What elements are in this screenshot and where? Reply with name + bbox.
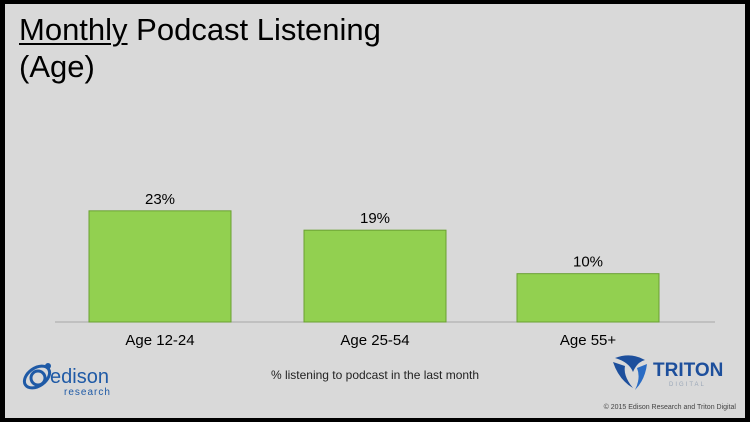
bar-2 — [303, 229, 447, 323]
title-underlined-word: Monthly — [19, 12, 128, 47]
slide-title: Monthly Podcast Listening (Age) — [19, 11, 381, 85]
bar-chart: 23% Age 12-24 19% Age 25-54 10% Age 55+ — [55, 191, 715, 349]
category-label-2: Age 25-54 — [340, 332, 409, 349]
category-label-3: Age 55+ — [560, 332, 617, 349]
triton-logo-name: TRITON — [653, 360, 723, 381]
category-label-1: Age 12-24 — [125, 332, 194, 349]
triton-swirl-logo-icon — [613, 355, 647, 390]
bar-1 — [88, 210, 232, 323]
edison-orbit-logo-icon — [22, 363, 52, 390]
edison-logo-name: edison — [50, 366, 109, 388]
triton-logo-sub: DIGITAL — [669, 382, 706, 388]
slide: Monthly Podcast Listening (Age) 23% Age 1… — [5, 4, 745, 418]
title-line-2: (Age) — [19, 49, 95, 84]
data-label-2: 19% — [360, 210, 390, 227]
triton-digital-logo: TRITON DIGITAL — [613, 355, 723, 390]
title-line-1: Monthly Podcast Listening — [19, 11, 381, 48]
edison-logo-sub: research — [64, 387, 111, 398]
bar-3 — [516, 273, 660, 323]
data-label-1: 23% — [145, 191, 175, 208]
data-label-3: 10% — [573, 254, 603, 271]
chart-footnote: % listening to podcast in the last month — [270, 368, 480, 382]
edison-research-logo: edison research — [22, 363, 111, 398]
title-rest: Podcast Listening — [127, 12, 381, 47]
copyright-text: © 2015 Edison Research and Triton Digita… — [603, 404, 736, 411]
